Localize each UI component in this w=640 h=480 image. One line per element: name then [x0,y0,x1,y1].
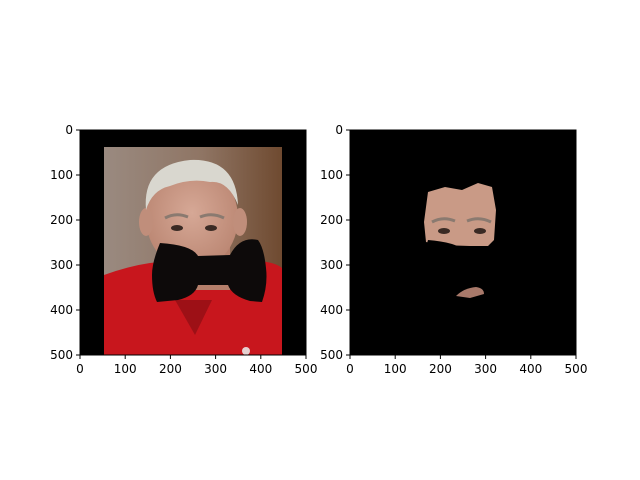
left-xtick-label: 400 [249,362,272,376]
left-photo-collar [175,300,212,335]
left-xtick-label: 100 [114,362,137,376]
left-xtick-label: 0 [76,362,84,376]
right-eye-right [474,228,486,234]
left-xtick-label: 500 [295,362,318,376]
right-xtick-label: 100 [384,362,407,376]
left-photo-brow-left [164,213,189,220]
right-ytick-label: 0 [335,123,343,137]
left-photo-eye-left [171,225,183,231]
left-photo-shirt-logo [242,347,250,355]
right-skin-region [424,183,496,246]
left-ytick-label: 500 [50,348,73,362]
left-ytick-label: 300 [50,258,73,272]
right-xtick-label: 400 [519,362,542,376]
right-ytick-label: 500 [320,348,343,362]
right-ytick-label: 200 [320,213,343,227]
right-xtick-label: 500 [565,362,588,376]
right-xtick-label: 0 [346,362,354,376]
left-photo-brow-right [199,213,225,220]
right-xtick-label: 300 [474,362,497,376]
right-brow-left [431,217,456,224]
left-ytick-label: 200 [50,213,73,227]
right-image [350,130,576,355]
left-photo-ear-left [139,208,153,236]
left-occlusion-bowtie [152,239,267,302]
left-ytick-label: 0 [65,123,73,137]
left-axes-frame [79,129,307,356]
right-axes-frame [349,129,577,356]
left-xtick-label: 300 [204,362,227,376]
left-xtick-label: 200 [159,362,182,376]
right-eye-left [438,228,450,234]
right-occlusion-bowtie [423,240,509,298]
left-photo-eye-right [205,225,217,231]
right-brow-right [466,217,492,224]
left-image [80,130,306,355]
right-ytick-label: 300 [320,258,343,272]
left-ytick-label: 400 [50,303,73,317]
left-ytick-label: 100 [50,168,73,182]
right-ytick-label: 400 [320,303,343,317]
right-skin-chin [456,287,484,298]
left-photo-ear-right [233,208,247,236]
right-xtick-label: 200 [429,362,452,376]
right-ytick-label: 100 [320,168,343,182]
left-photo-hair [145,159,238,210]
